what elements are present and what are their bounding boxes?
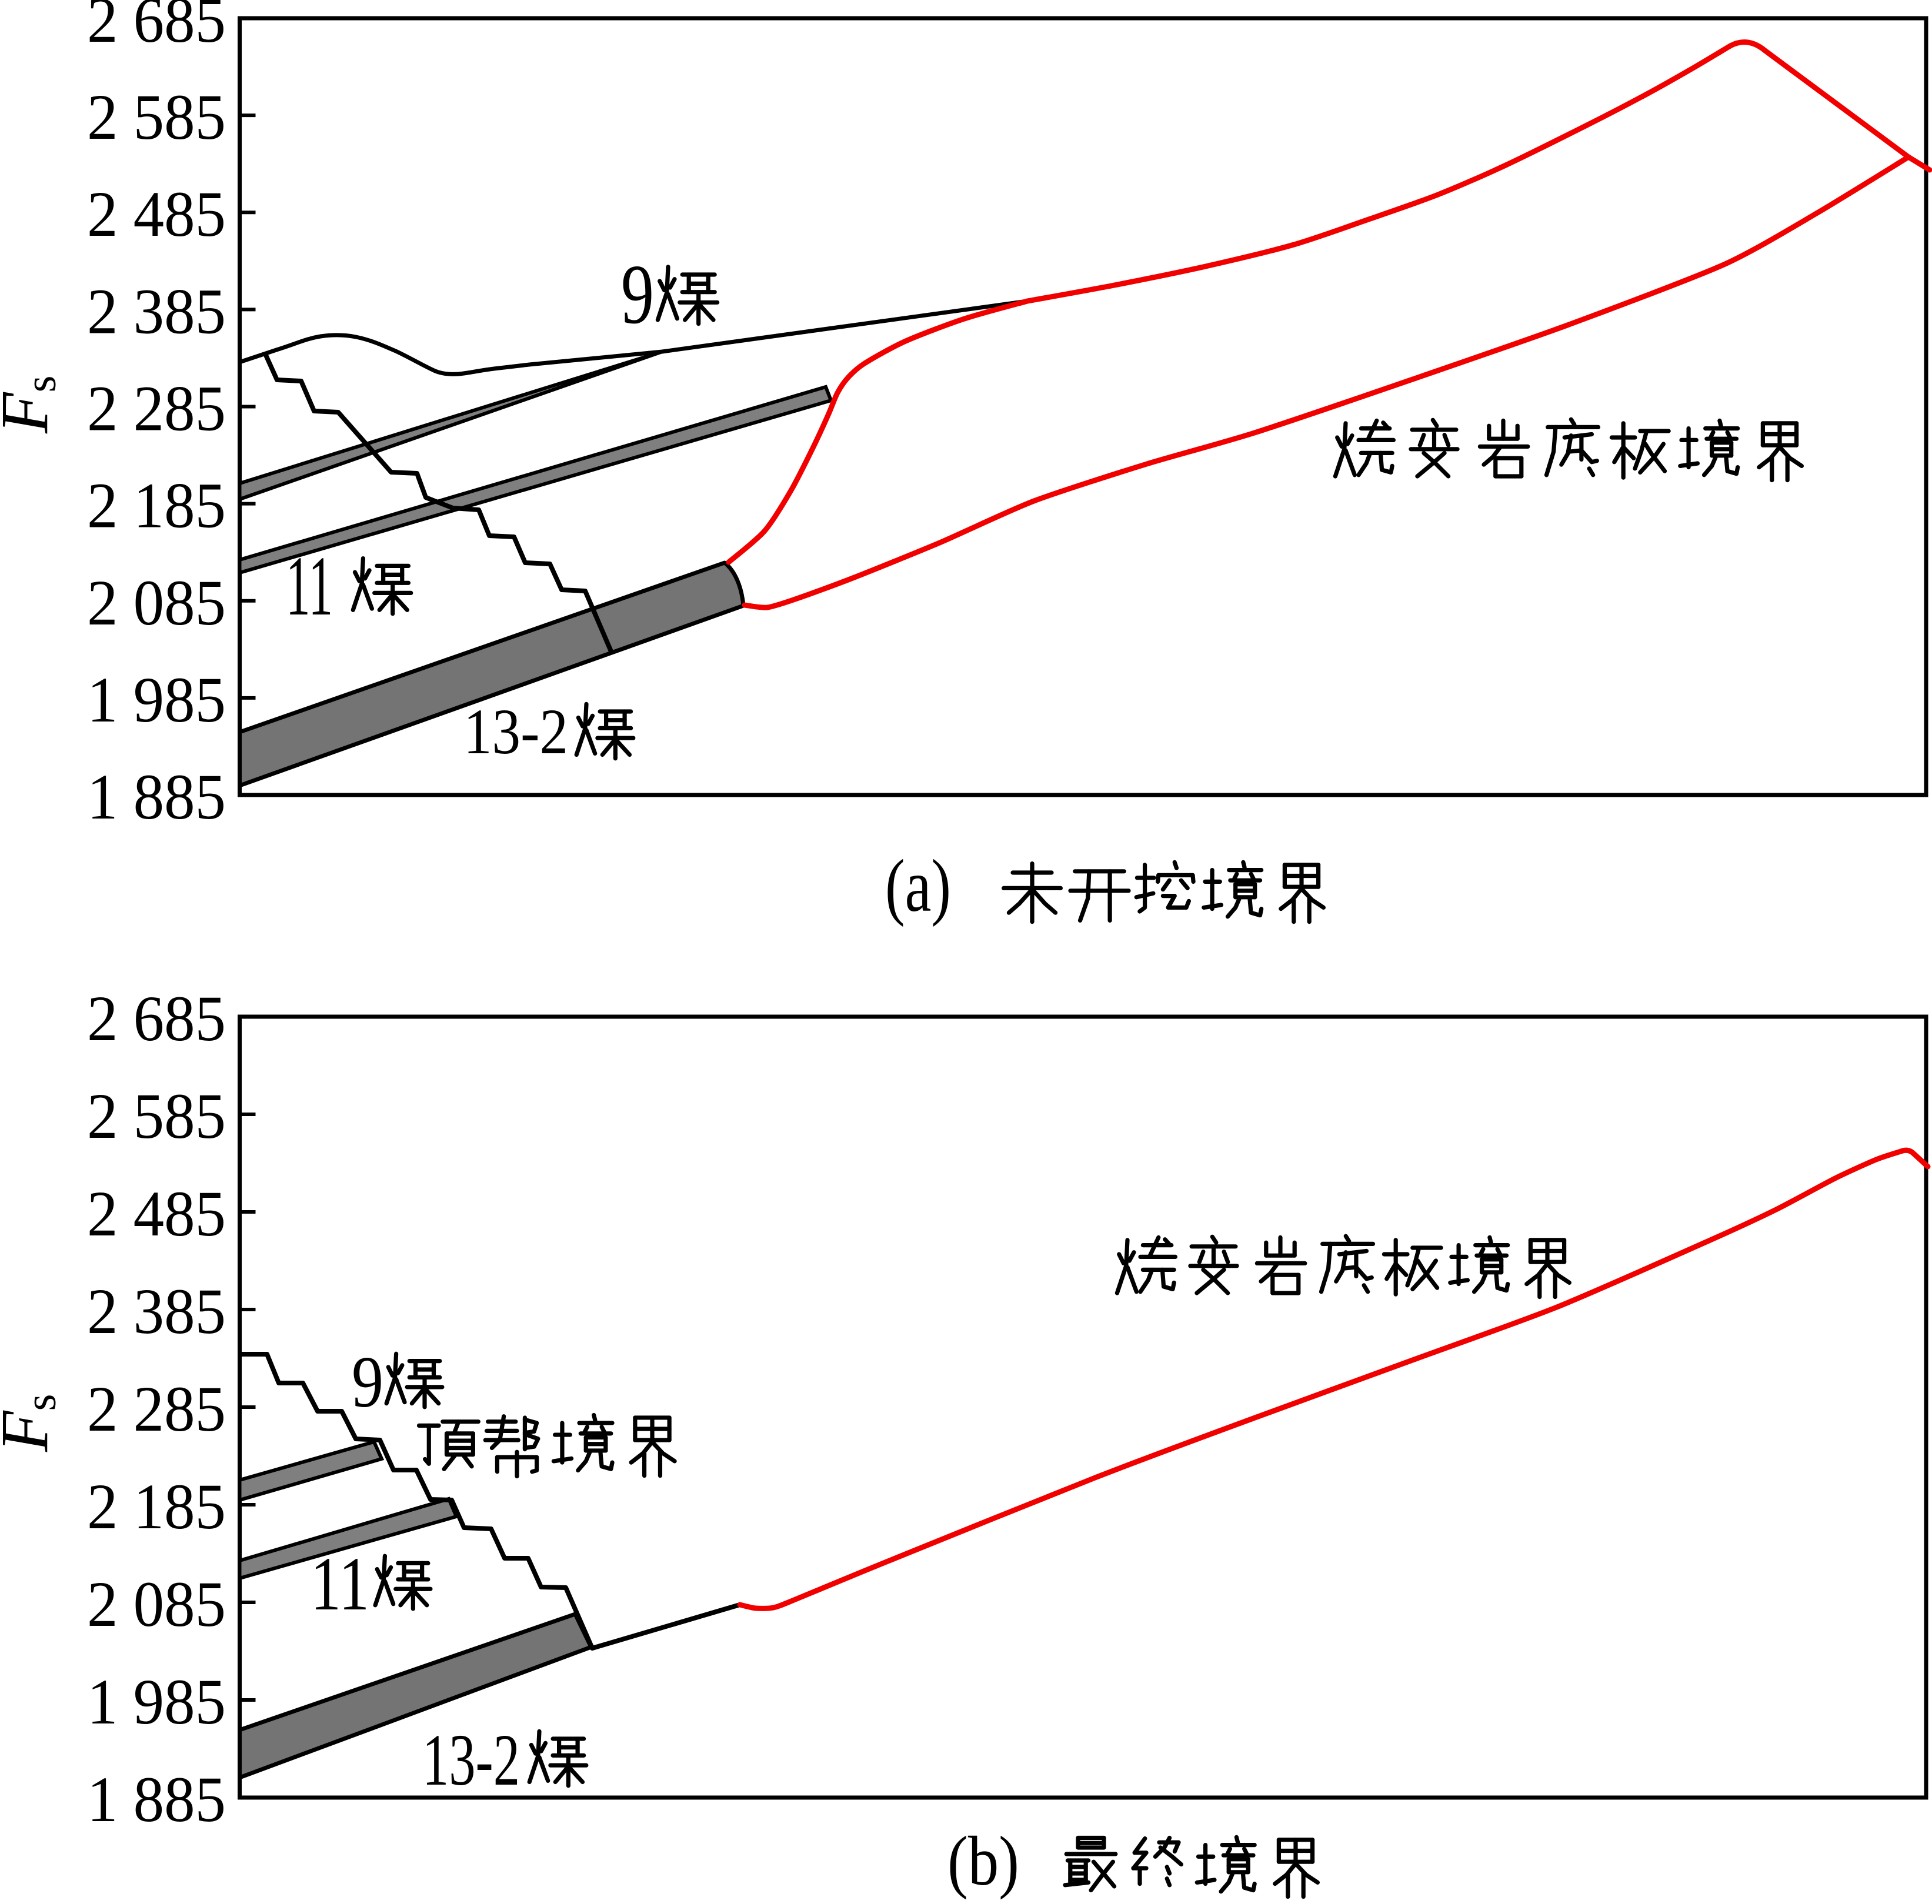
- svg-text:Fs: Fs: [0, 376, 65, 434]
- svg-text:2 385: 2 385: [87, 275, 226, 347]
- svg-text:2 085: 2 085: [87, 1568, 226, 1640]
- svg-text:(a): (a): [885, 845, 951, 927]
- svg-text:2 185: 2 185: [87, 1471, 226, 1542]
- svg-text:11: 11: [286, 539, 333, 633]
- svg-text:1 985: 1 985: [87, 1666, 226, 1738]
- svg-text:2 285: 2 285: [87, 1373, 226, 1445]
- svg-text:2 385: 2 385: [87, 1275, 226, 1347]
- svg-text:9: 9: [621, 248, 654, 342]
- svg-text:2 685: 2 685: [87, 983, 226, 1054]
- svg-text:9: 9: [352, 1342, 383, 1423]
- svg-text:2 485: 2 485: [87, 178, 226, 250]
- svg-text:11: 11: [311, 1542, 369, 1626]
- svg-text:13-2: 13-2: [463, 696, 568, 767]
- svg-text:1 985: 1 985: [87, 664, 226, 736]
- svg-text:1 885: 1 885: [87, 761, 226, 833]
- svg-text:2 085: 2 085: [87, 567, 226, 639]
- svg-text:2 285: 2 285: [87, 373, 226, 445]
- svg-text:2 185: 2 185: [87, 470, 226, 542]
- svg-text:(b): (b): [947, 1822, 1019, 1900]
- svg-text:13-2: 13-2: [422, 1720, 520, 1801]
- svg-text:2 585: 2 585: [87, 81, 226, 153]
- svg-text:2 585: 2 585: [87, 1080, 226, 1152]
- svg-text:2 485: 2 485: [87, 1178, 226, 1250]
- svg-text:2 685: 2 685: [87, 0, 226, 56]
- svg-text:1 885: 1 885: [87, 1763, 226, 1835]
